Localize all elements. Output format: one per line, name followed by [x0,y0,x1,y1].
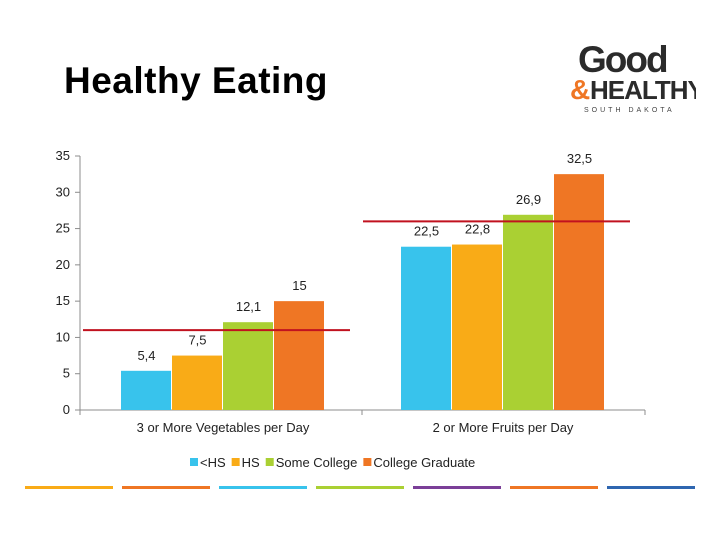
legend-label: College Graduate [373,455,475,470]
logo-word-healthy: HEALTHY [590,75,696,105]
good-and-healthy-logo: Good & HEALTHY SOUTH DAKOTA [570,39,696,114]
bar [401,246,451,410]
y-tick-label: 35 [56,148,70,163]
legend: <HS HS Some College College Graduate [190,455,475,470]
data-label: 22,8 [465,222,490,237]
y-axis: 0 5 10 15 20 25 30 35 [56,148,81,417]
data-label: 15 [292,278,306,293]
logo-word-good: Good [578,39,667,80]
y-tick-label: 20 [56,257,70,272]
data-label: 7,5 [188,333,206,348]
bar [503,214,553,410]
category-label: 3 or More Vegetables per Day [137,420,310,435]
bar [554,174,604,410]
legend-swatch [363,458,372,466]
category-label: 2 or More Fruits per Day [433,420,574,435]
legend-swatch [231,458,240,466]
data-label: 12,1 [236,299,261,314]
bar [274,301,324,410]
data-label: 5,4 [137,348,155,363]
logo-ampersand: & [570,74,590,105]
legend-label: Some College [276,455,358,470]
x-axis: 3 or More Vegetables per Day 2 or More Fr… [79,409,646,435]
data-label: 32,5 [567,151,592,166]
data-label: 26,9 [516,192,541,207]
y-tick-label: 0 [63,402,70,417]
legend-label: HS [242,455,260,470]
footer-segment [510,486,598,489]
bar [121,370,171,410]
y-tick-label: 10 [56,329,70,344]
footer-segment [607,486,695,489]
footer-segment [316,486,404,489]
bars [121,174,604,410]
data-label: 22,5 [414,224,439,239]
footer-segment [25,486,113,489]
bar [452,244,502,410]
bar [223,322,273,410]
legend-label: <HS [200,455,226,470]
legend-swatch [190,458,198,466]
slide-title: Healthy Eating [64,60,328,101]
legend-swatch [265,458,274,466]
logo-tagline: SOUTH DAKOTA [584,107,675,114]
data-labels: 5,4 22,5 7,5 22,8 12,1 26,9 15 32,5 [137,151,592,363]
bar-chart: 0 5 10 15 20 25 30 35 3 or More Vegetables per … [56,148,646,470]
y-tick-label: 25 [56,221,70,236]
reference-lines [83,220,630,332]
bar [172,355,222,410]
footer-segment [219,486,307,489]
y-tick-label: 30 [56,184,70,199]
y-tick-label: 15 [56,293,70,308]
footer-segment [122,486,210,489]
footer-segment [413,486,501,489]
y-tick-label: 5 [63,366,70,381]
